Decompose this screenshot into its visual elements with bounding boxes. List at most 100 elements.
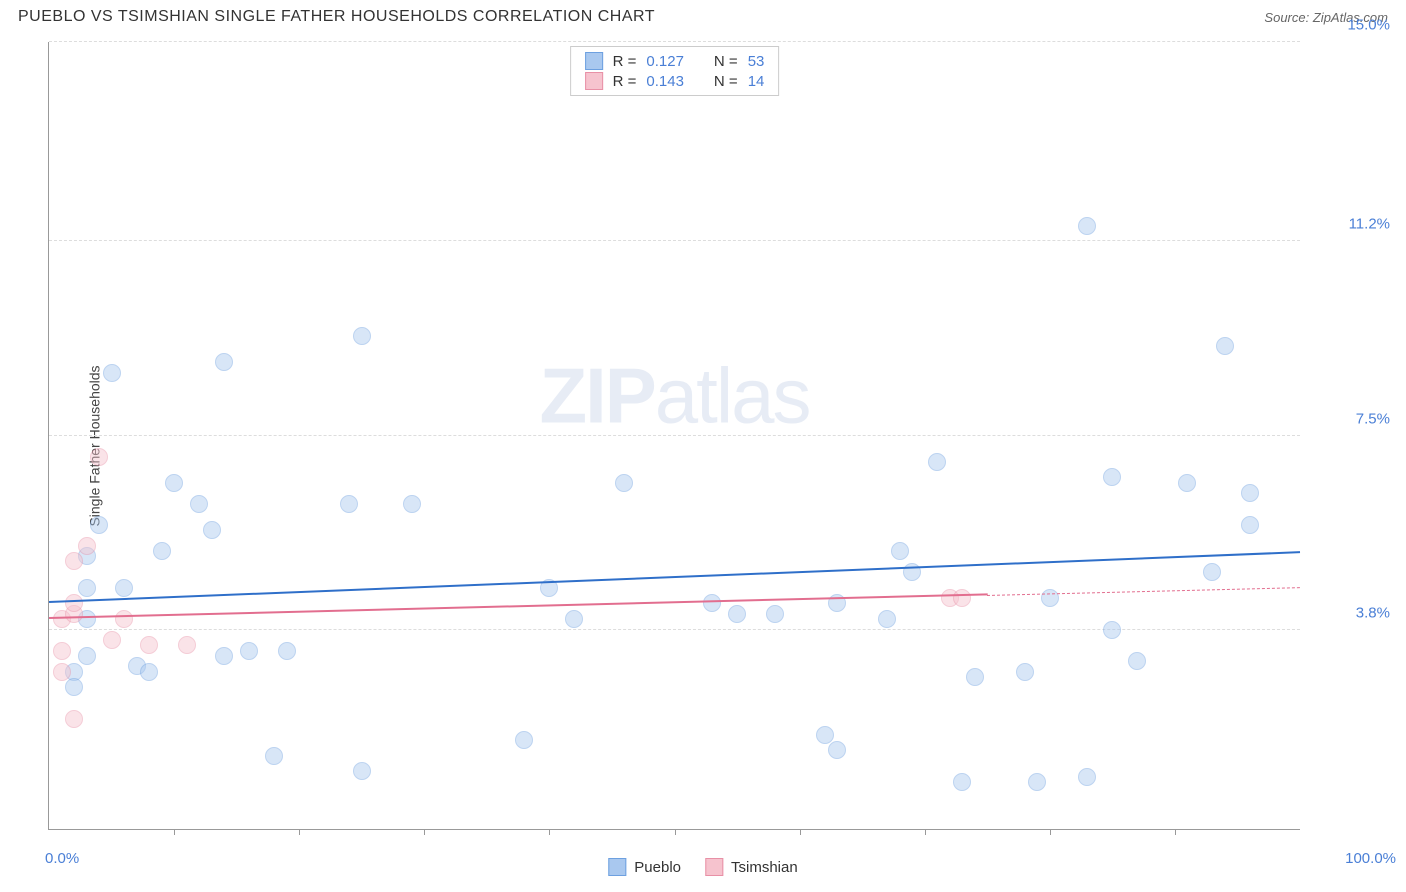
x-tick-mark <box>1050 829 1051 835</box>
scatter-point <box>1103 468 1121 486</box>
x-tick-mark <box>299 829 300 835</box>
source-label: Source: <box>1264 10 1309 25</box>
scatter-point <box>178 636 196 654</box>
scatter-point <box>615 474 633 492</box>
scatter-point <box>115 610 133 628</box>
scatter-point <box>265 747 283 765</box>
scatter-point <box>53 642 71 660</box>
scatter-point <box>703 594 721 612</box>
scatter-point <box>240 642 258 660</box>
x-tick-mark <box>549 829 550 835</box>
scatter-point <box>153 542 171 560</box>
scatter-point <box>1103 621 1121 639</box>
scatter-point <box>78 537 96 555</box>
scatter-point <box>928 453 946 471</box>
scatter-point <box>878 610 896 628</box>
n-label: N = <box>714 73 738 90</box>
n-label: N = <box>714 53 738 70</box>
stats-row: R = 0.143 N = 14 <box>585 71 765 91</box>
scatter-point <box>1078 217 1096 235</box>
watermark-bold: ZIP <box>539 352 654 440</box>
gridline <box>49 240 1300 241</box>
correlation-stats-box: R = 0.127 N = 53 R = 0.143 N = 14 <box>570 46 780 96</box>
scatter-point <box>353 762 371 780</box>
scatter-point <box>215 647 233 665</box>
r-value: 0.143 <box>646 73 684 90</box>
scatter-point <box>953 773 971 791</box>
scatter-point <box>828 741 846 759</box>
scatter-point <box>966 668 984 686</box>
x-tick-label: 100.0% <box>1345 850 1396 867</box>
scatter-point <box>515 731 533 749</box>
scatter-point <box>165 474 183 492</box>
scatter-point <box>1078 768 1096 786</box>
scatter-point <box>115 579 133 597</box>
series-legend: Pueblo Tsimshian <box>608 858 797 876</box>
scatter-point <box>1203 563 1221 581</box>
scatter-point <box>140 663 158 681</box>
scatter-point <box>353 327 371 345</box>
x-tick-mark <box>174 829 175 835</box>
scatter-point <box>90 516 108 534</box>
scatter-point <box>953 589 971 607</box>
scatter-point <box>1178 474 1196 492</box>
y-tick-label: 3.8% <box>1310 604 1390 621</box>
scatter-chart: ZIPatlas R =0.127N =53R =0.143N =14 3.8%… <box>48 42 1300 830</box>
r-value: 0.127 <box>646 53 684 70</box>
n-value: 14 <box>748 73 765 90</box>
scatter-point <box>78 647 96 665</box>
scatter-point <box>1241 484 1259 502</box>
trend-line <box>49 552 1300 604</box>
x-tick-mark <box>925 829 926 835</box>
scatter-point <box>1041 589 1059 607</box>
legend-swatch <box>608 858 626 876</box>
legend-label: Tsimshian <box>731 859 798 876</box>
scatter-point <box>78 579 96 597</box>
scatter-point <box>278 642 296 660</box>
y-tick-label: 11.2% <box>1310 216 1390 233</box>
scatter-point <box>65 594 83 612</box>
legend-item: Tsimshian <box>705 858 798 876</box>
scatter-point <box>1028 773 1046 791</box>
x-tick-mark <box>1175 829 1176 835</box>
n-value: 53 <box>748 53 765 70</box>
legend-swatch <box>705 858 723 876</box>
scatter-point <box>90 448 108 466</box>
x-tick-mark <box>675 829 676 835</box>
scatter-point <box>340 495 358 513</box>
scatter-point <box>215 353 233 371</box>
x-tick-label: 0.0% <box>45 850 79 867</box>
watermark: ZIPatlas <box>539 351 809 442</box>
scatter-point <box>565 610 583 628</box>
trend-line-extrapolated <box>987 587 1300 596</box>
scatter-point <box>65 710 83 728</box>
gridline <box>49 435 1300 436</box>
x-tick-mark <box>800 829 801 835</box>
scatter-point <box>1016 663 1034 681</box>
r-label: R = <box>613 53 637 70</box>
stats-row: R = 0.127 N = 53 <box>585 51 765 71</box>
legend-label: Pueblo <box>634 859 681 876</box>
legend-item: Pueblo <box>608 858 681 876</box>
scatter-point <box>65 678 83 696</box>
scatter-point <box>140 636 158 654</box>
gridline <box>49 41 1300 42</box>
chart-title: PUEBLO VS TSIMSHIAN SINGLE FATHER HOUSEH… <box>18 8 655 26</box>
series-swatch <box>585 72 603 90</box>
y-tick-label: 7.5% <box>1310 410 1390 427</box>
scatter-point <box>766 605 784 623</box>
scatter-point <box>53 663 71 681</box>
scatter-point <box>65 552 83 570</box>
r-label: R = <box>613 73 637 90</box>
scatter-point <box>1128 652 1146 670</box>
scatter-point <box>203 521 221 539</box>
scatter-point <box>1216 337 1234 355</box>
scatter-point <box>403 495 421 513</box>
scatter-point <box>1241 516 1259 534</box>
series-swatch <box>585 52 603 70</box>
x-tick-mark <box>424 829 425 835</box>
watermark-light: atlas <box>655 352 810 440</box>
scatter-point <box>190 495 208 513</box>
scatter-point <box>103 364 121 382</box>
scatter-point <box>728 605 746 623</box>
